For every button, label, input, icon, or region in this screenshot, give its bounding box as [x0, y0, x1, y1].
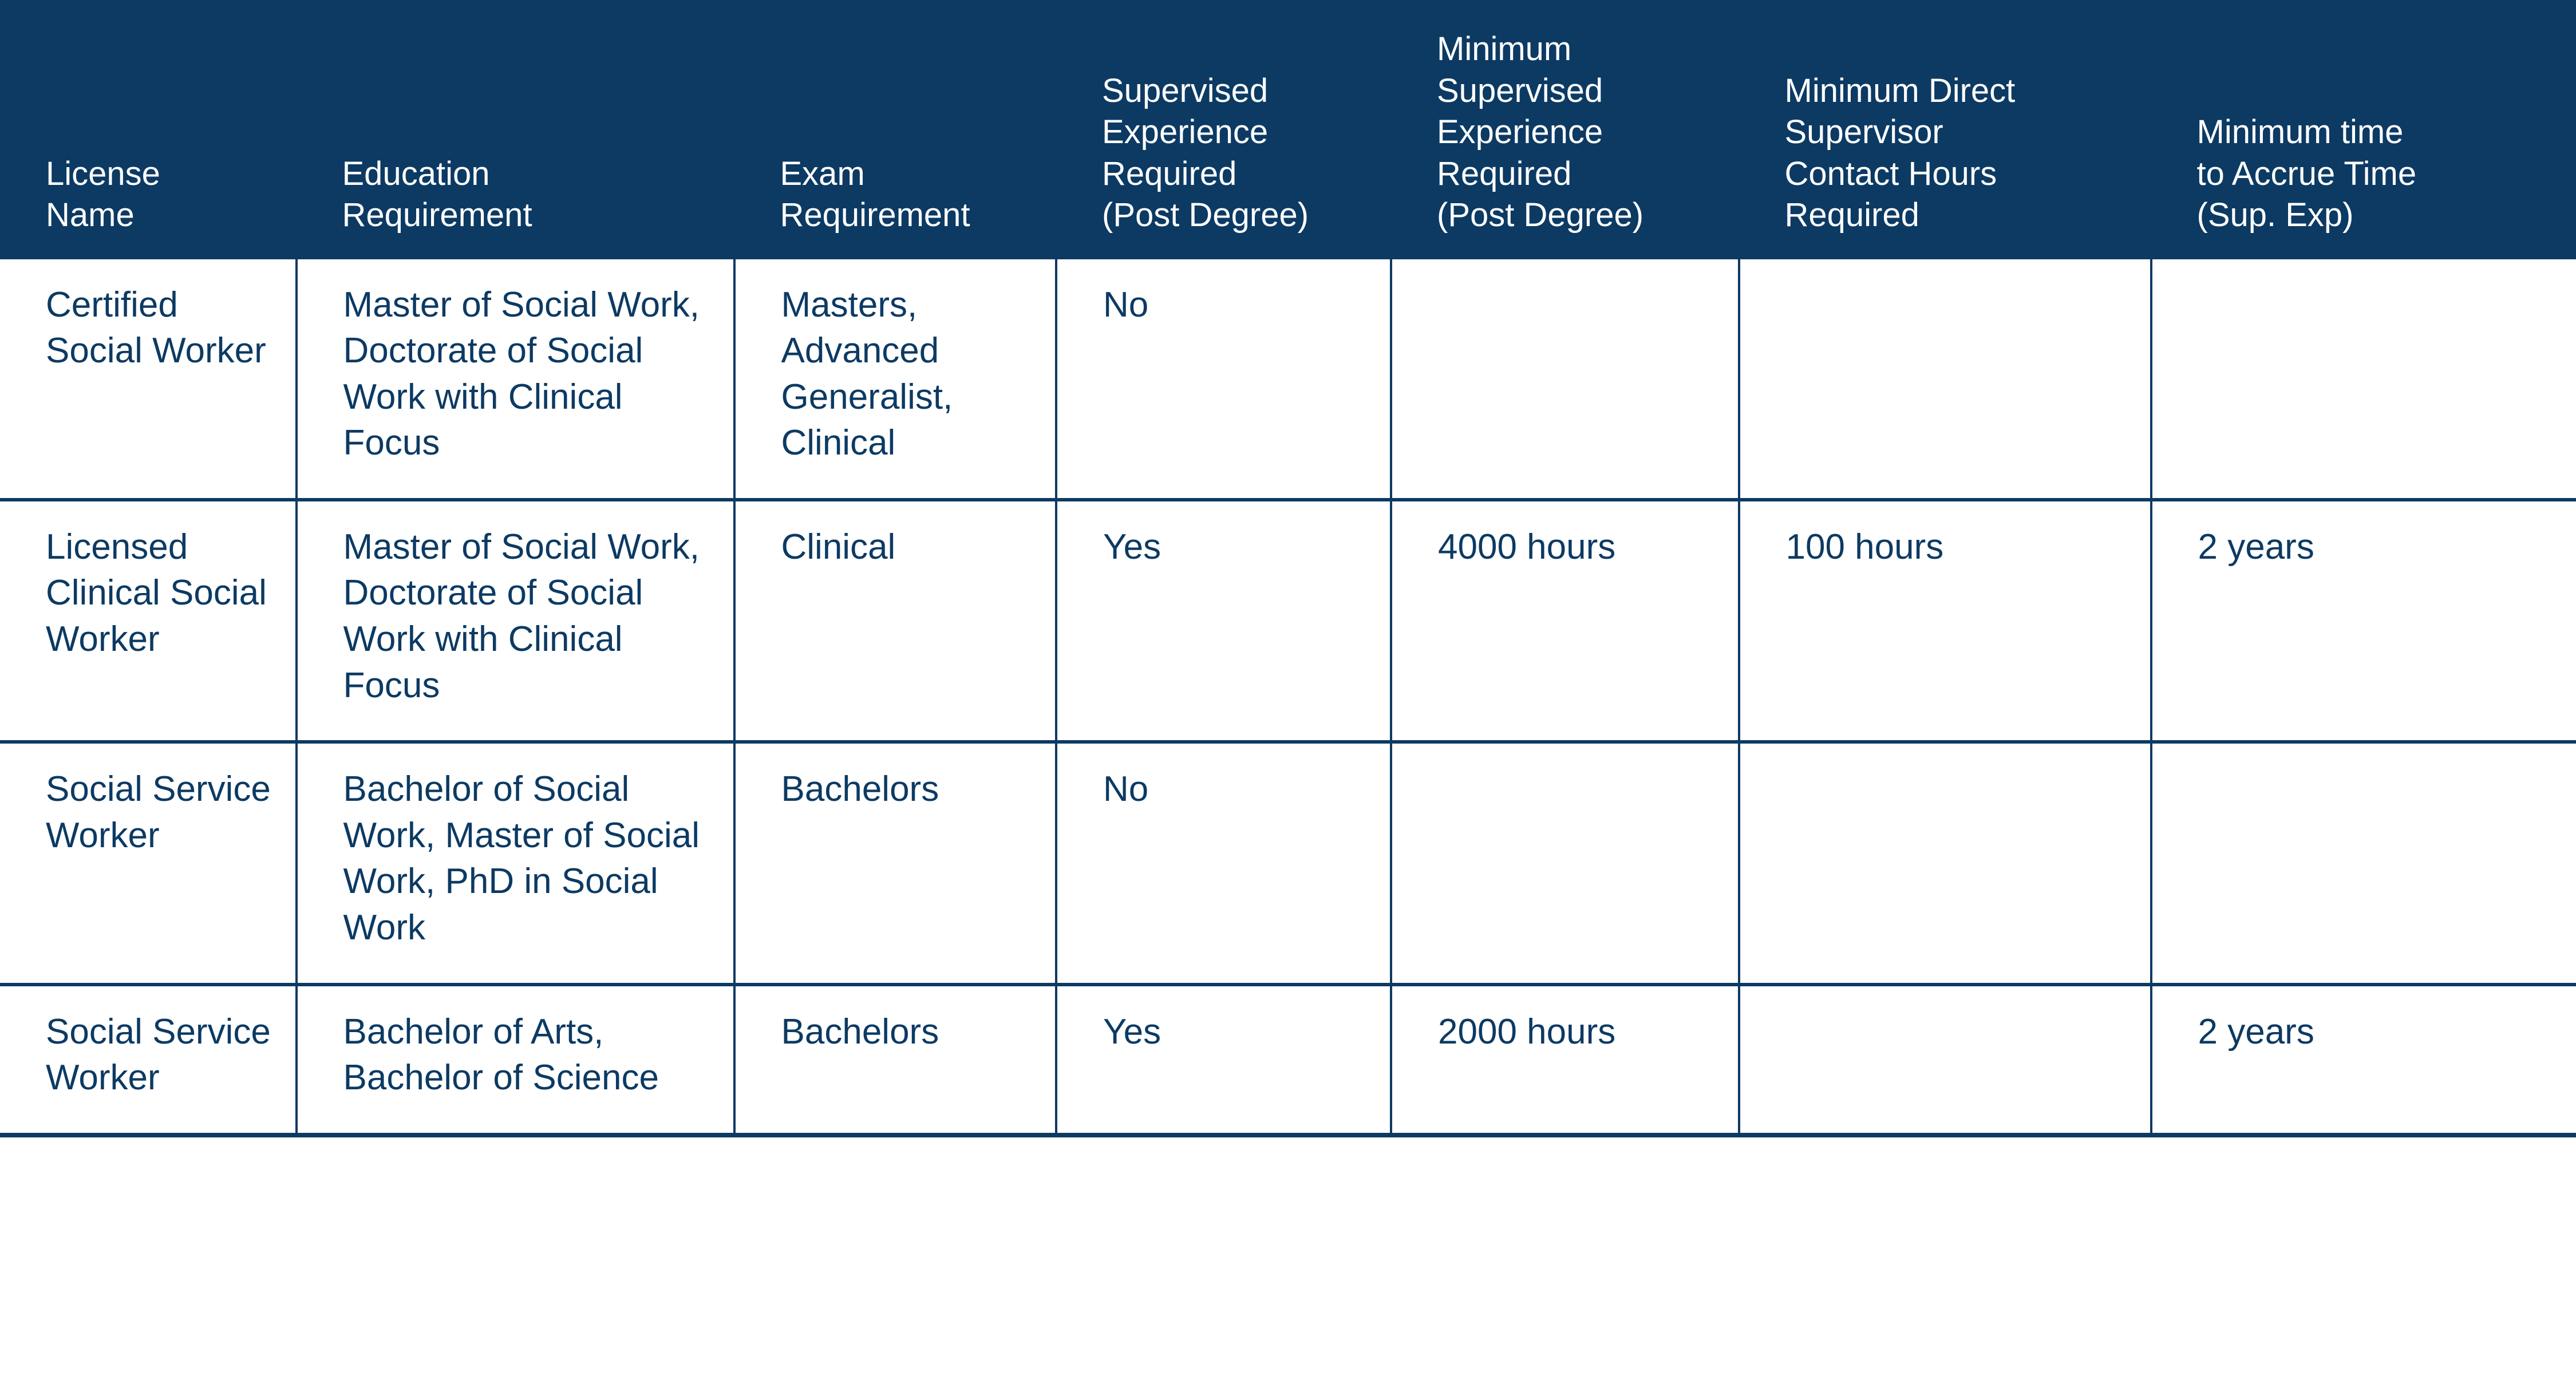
col-header-text: Requirement	[342, 195, 717, 236]
cell-min-time-to-accrue: 2 years	[2151, 500, 2576, 742]
col-header-min-supervised-experience: Minimum Supervised Experience Required (…	[1391, 0, 1739, 259]
col-header-supervised-experience: Supervised Experience Required (Post Deg…	[1056, 0, 1391, 259]
col-header-text: Experience	[1102, 112, 1374, 153]
col-header-text: (Post Degree)	[1102, 195, 1374, 236]
col-header-text: Contact Hours	[1785, 153, 2134, 195]
col-header-text: Supervised	[1102, 70, 1374, 112]
cell-min-supervised-experience	[1391, 259, 1739, 500]
col-header-text: Minimum Direct	[1785, 70, 2134, 112]
cell-exam-requirement: Bachelors	[734, 985, 1057, 1135]
table-body: Certified Social Worker Master of Social…	[0, 259, 2576, 1135]
cell-min-supervisor-contact-hours	[1739, 742, 2151, 984]
col-header-text: (Sup. Exp)	[2197, 195, 2559, 236]
cell-education-requirement: Bachelor of Arts, Bachelor of Science	[297, 985, 734, 1135]
col-header-text: to Accrue Time	[2197, 153, 2559, 195]
col-header-license-name: License Name	[0, 0, 297, 259]
col-header-exam-requirement: Exam Requirement	[734, 0, 1057, 259]
col-header-text: Minimum	[1437, 29, 1722, 70]
cell-min-supervisor-contact-hours	[1739, 259, 2151, 500]
cell-min-supervisor-contact-hours	[1739, 985, 2151, 1135]
col-header-min-time-to-accrue: Minimum time to Accrue Time (Sup. Exp)	[2151, 0, 2576, 259]
table-row: Social Service Worker Bachelor of Social…	[0, 742, 2576, 984]
cell-supervised-experience: No	[1056, 259, 1391, 500]
cell-license-name: Certified Social Worker	[0, 259, 297, 500]
cell-min-supervisor-contact-hours: 100 hours	[1739, 500, 2151, 742]
cell-min-time-to-accrue: 2 years	[2151, 985, 2576, 1135]
cell-min-time-to-accrue	[2151, 259, 2576, 500]
table-row: Social Service Worker Bachelor of Arts, …	[0, 985, 2576, 1135]
cell-education-requirement: Bachelor of Social Work, Master of Socia…	[297, 742, 734, 984]
cell-min-supervised-experience: 2000 hours	[1391, 985, 1739, 1135]
col-header-text: Exam	[780, 153, 1040, 195]
cell-license-name: Social Service Worker	[0, 742, 297, 984]
cell-min-supervised-experience	[1391, 742, 1739, 984]
table-row: Licensed Clinical Social Worker Master o…	[0, 500, 2576, 742]
col-header-text: Education	[342, 153, 717, 195]
cell-exam-requirement: Clinical	[734, 500, 1057, 742]
col-header-education-requirement: Education Requirement	[297, 0, 734, 259]
table-row: Certified Social Worker Master of Social…	[0, 259, 2576, 500]
license-table-container: License Name Education Requirement Exam …	[0, 0, 2576, 1137]
cell-license-name: Social Service Worker	[0, 985, 297, 1135]
cell-exam-requirement: Bachelors	[734, 742, 1057, 984]
col-header-text: License	[46, 153, 279, 195]
table-header: License Name Education Requirement Exam …	[0, 0, 2576, 259]
col-header-text: Required	[1785, 195, 2134, 236]
license-requirements-table: License Name Education Requirement Exam …	[0, 0, 2576, 1137]
col-header-min-supervisor-contact-hours: Minimum Direct Supervisor Contact Hours …	[1739, 0, 2151, 259]
cell-min-supervised-experience: 4000 hours	[1391, 500, 1739, 742]
col-header-text: Requirement	[780, 195, 1040, 236]
cell-license-name: Licensed Clinical Social Worker	[0, 500, 297, 742]
col-header-text: Required	[1437, 153, 1722, 195]
col-header-text: Supervised	[1437, 70, 1722, 112]
cell-supervised-experience: No	[1056, 742, 1391, 984]
cell-min-time-to-accrue	[2151, 742, 2576, 984]
table-header-row: License Name Education Requirement Exam …	[0, 0, 2576, 259]
cell-supervised-experience: Yes	[1056, 500, 1391, 742]
col-header-text: Minimum time	[2197, 112, 2559, 153]
col-header-text: (Post Degree)	[1437, 195, 1722, 236]
cell-education-requirement: Master of Social Work, Doctorate of Soci…	[297, 500, 734, 742]
cell-education-requirement: Master of Social Work, Doctorate of Soci…	[297, 259, 734, 500]
col-header-text: Experience	[1437, 112, 1722, 153]
cell-exam-requirement: Masters, Advanced Generalist, Clinical	[734, 259, 1057, 500]
cell-supervised-experience: Yes	[1056, 985, 1391, 1135]
col-header-text: Supervisor	[1785, 112, 2134, 153]
col-header-text: Name	[46, 195, 279, 236]
col-header-text: Required	[1102, 153, 1374, 195]
